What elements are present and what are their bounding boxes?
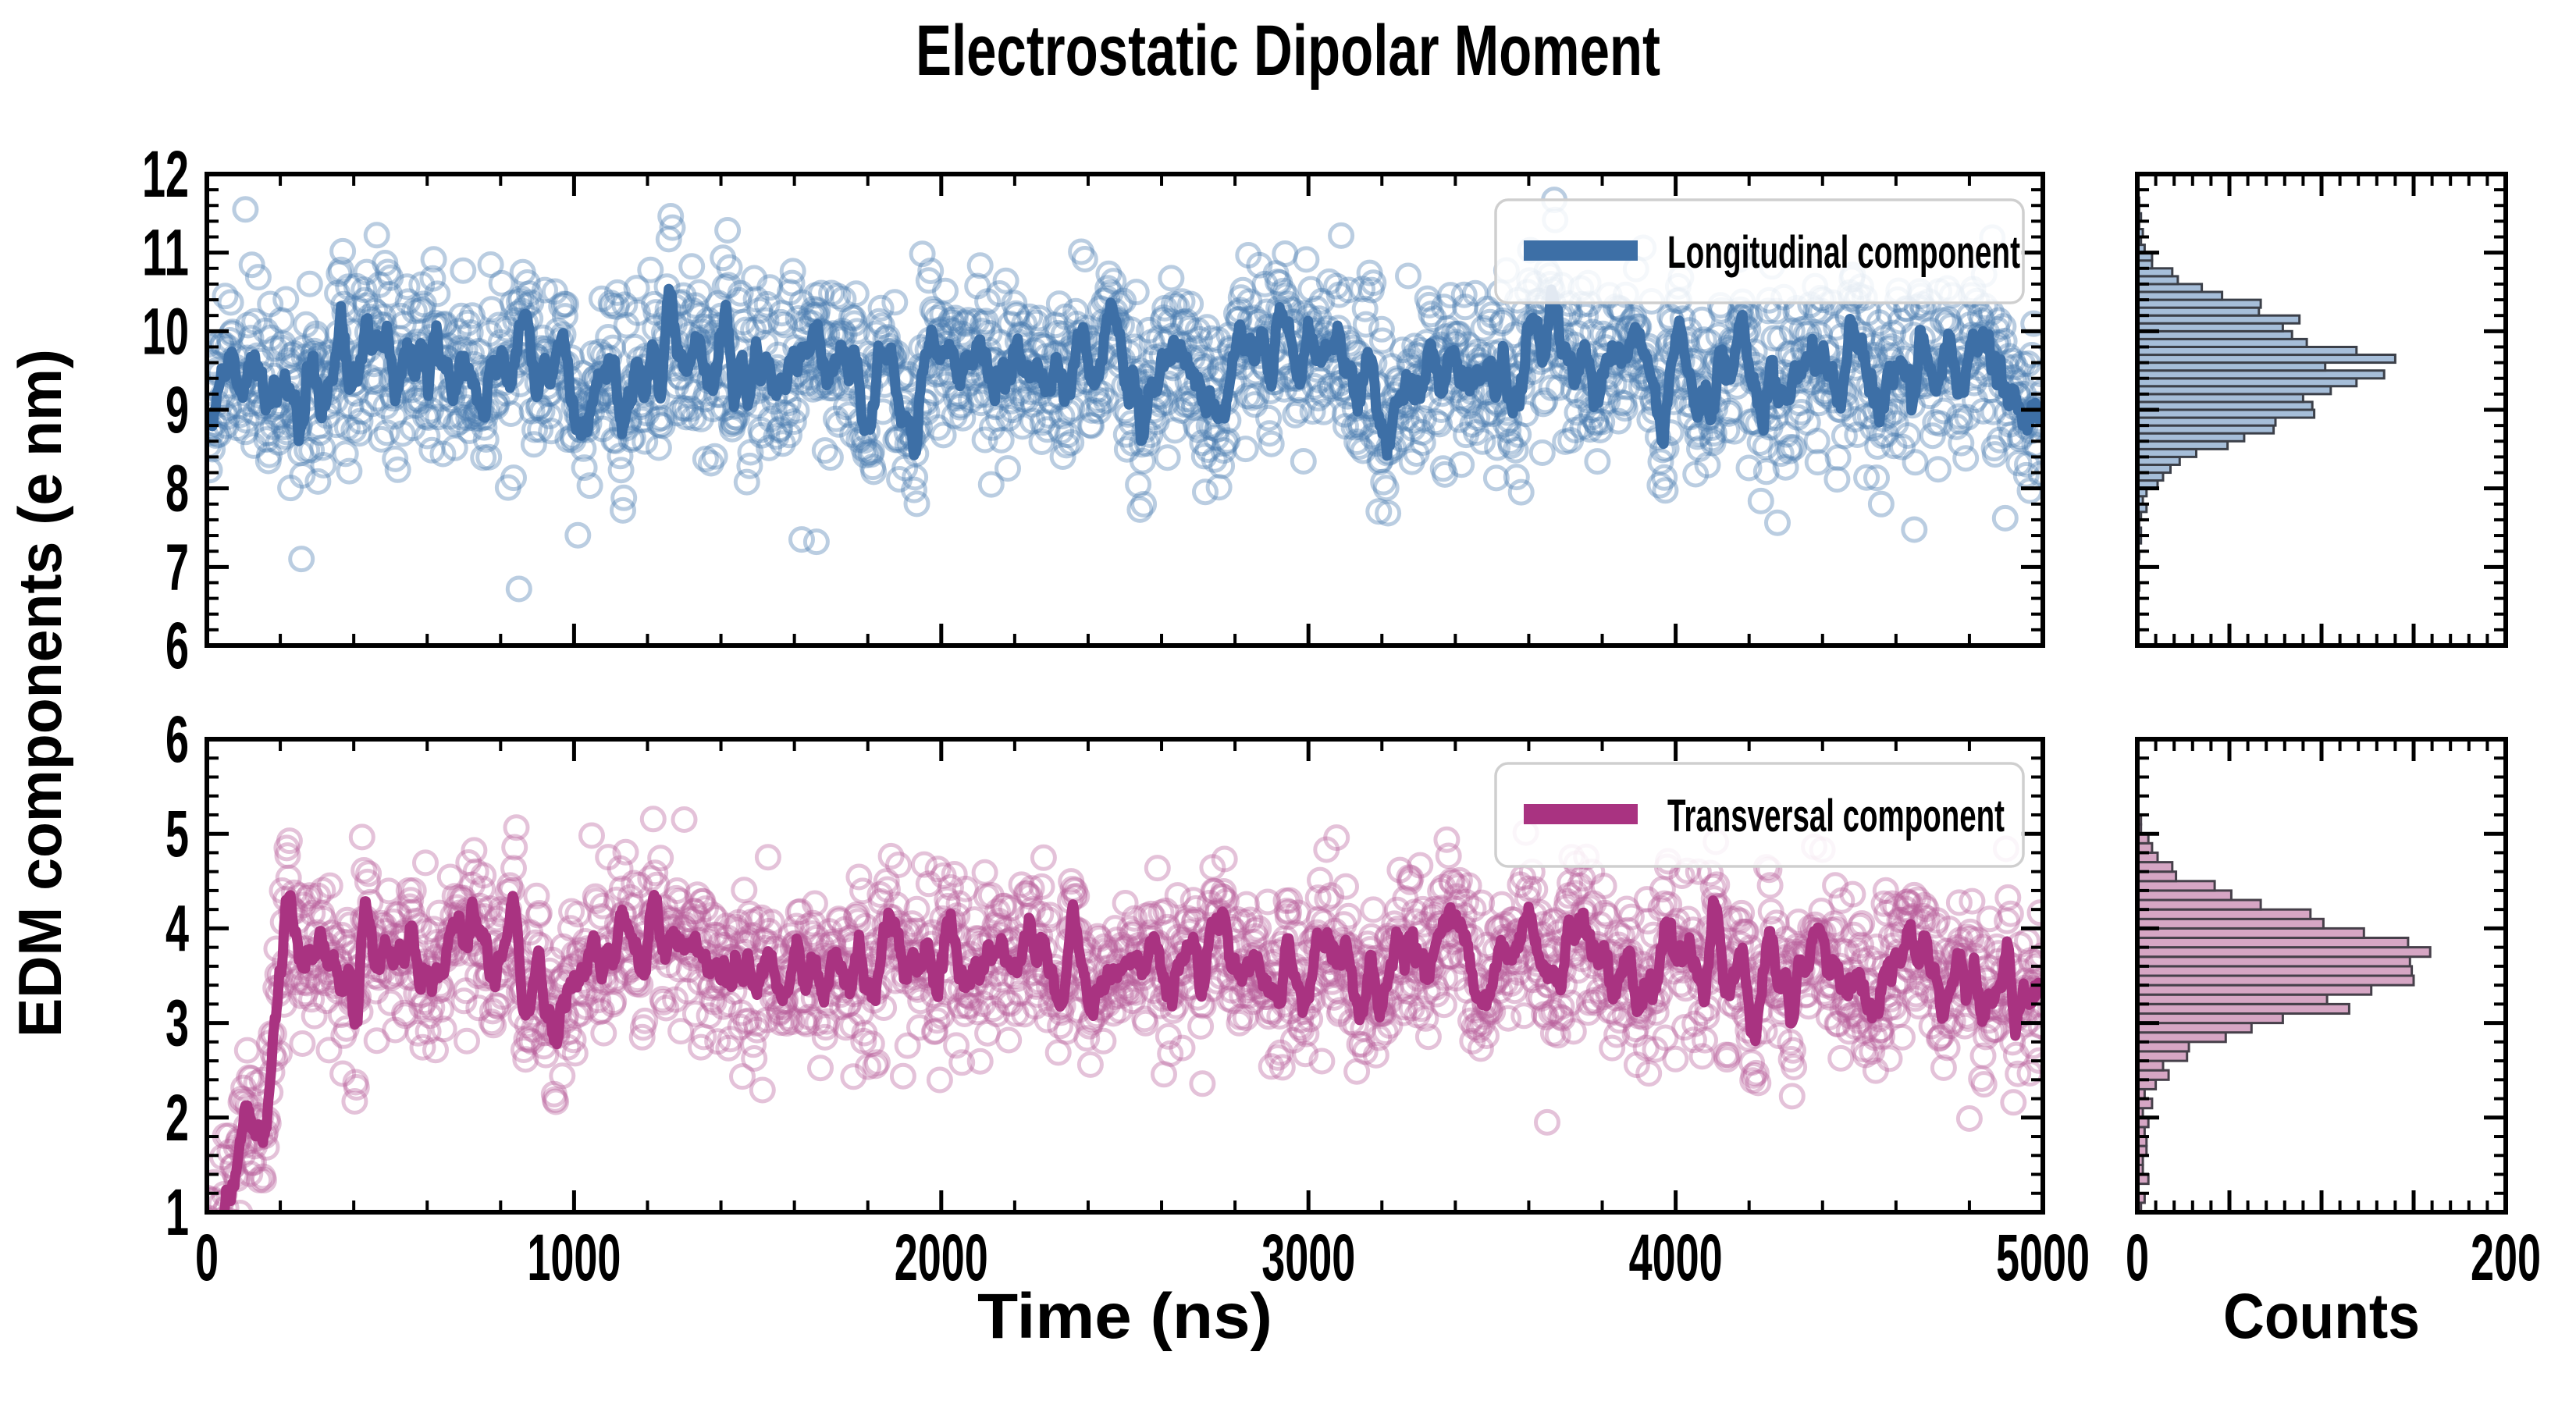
x-axis-label-counts: Counts: [2223, 1281, 2420, 1352]
legend-swatch-transversal-line: [1524, 804, 1638, 824]
tick-label: 4: [165, 891, 189, 965]
tick-label: 9: [165, 373, 189, 446]
line-transversal: [218, 890, 2043, 1212]
tick-label: 3000: [1261, 1221, 1355, 1294]
tick-label: 7: [165, 530, 189, 603]
tick-label: 3: [165, 987, 189, 1060]
x-tick-labels-transversal: 0 1000 2000 3000 4000 5000: [195, 1221, 2090, 1294]
axes-transversal: [205, 737, 2045, 1215]
panel-transversal: 1 2 3 4 5 6 0 1000 2000 3000 4000 5000 0 200: [165, 702, 2541, 1294]
tick-label: 1000: [527, 1221, 621, 1294]
line-longitudinal: [207, 283, 2043, 461]
y-tick-labels-transversal: 1 2 3 4 5 6: [165, 702, 189, 1249]
x-axis-label-time: Time (ns): [977, 1281, 1272, 1352]
legend-label-transversal: Transversal component: [1667, 791, 2005, 841]
hist-x-tick-labels-transversal: 0 200: [2126, 1221, 2541, 1294]
legend-box: [1494, 198, 2025, 304]
scatter-transversal: [207, 806, 2043, 1212]
tick-label: 0: [2126, 1221, 2149, 1294]
legend-transversal: Transversal component: [1494, 762, 2025, 868]
tick-label: 2000: [895, 1221, 988, 1294]
tick-label: 6: [165, 609, 189, 682]
legend-swatch-longitudinal-line: [1524, 240, 1638, 261]
tick-label: 11: [142, 216, 189, 290]
tick-label: 10: [142, 294, 189, 368]
legend-label-longitudinal: Longitudinal component: [1667, 227, 2020, 278]
histogram-transversal: [2136, 813, 2432, 1214]
legend-longitudinal: Longitudinal component: [1494, 198, 2025, 304]
tick-label: 200: [2471, 1221, 2541, 1294]
y-axis-label: EDM components (e nm): [5, 349, 74, 1037]
axes-longitudinal: [205, 172, 2045, 648]
tick-label: 5: [165, 797, 189, 870]
legend-box: [1494, 762, 2025, 868]
tick-label: 4000: [1629, 1221, 1723, 1294]
tick-label: 12: [142, 137, 189, 211]
tick-label: 5000: [1996, 1221, 2090, 1294]
histogram-longitudinal: [2136, 196, 2396, 592]
tick-label: 8: [165, 452, 189, 525]
tick-label: 2: [165, 1081, 189, 1154]
axes-hist-transversal: [2135, 737, 2508, 1215]
tick-label: 6: [165, 702, 189, 776]
tick-label: 1: [165, 1176, 189, 1249]
axes-hist-longitudinal: [2135, 172, 2508, 648]
figure-title: Electrostatic Dipolar Moment: [916, 11, 1660, 91]
tick-label: 0: [195, 1221, 219, 1294]
